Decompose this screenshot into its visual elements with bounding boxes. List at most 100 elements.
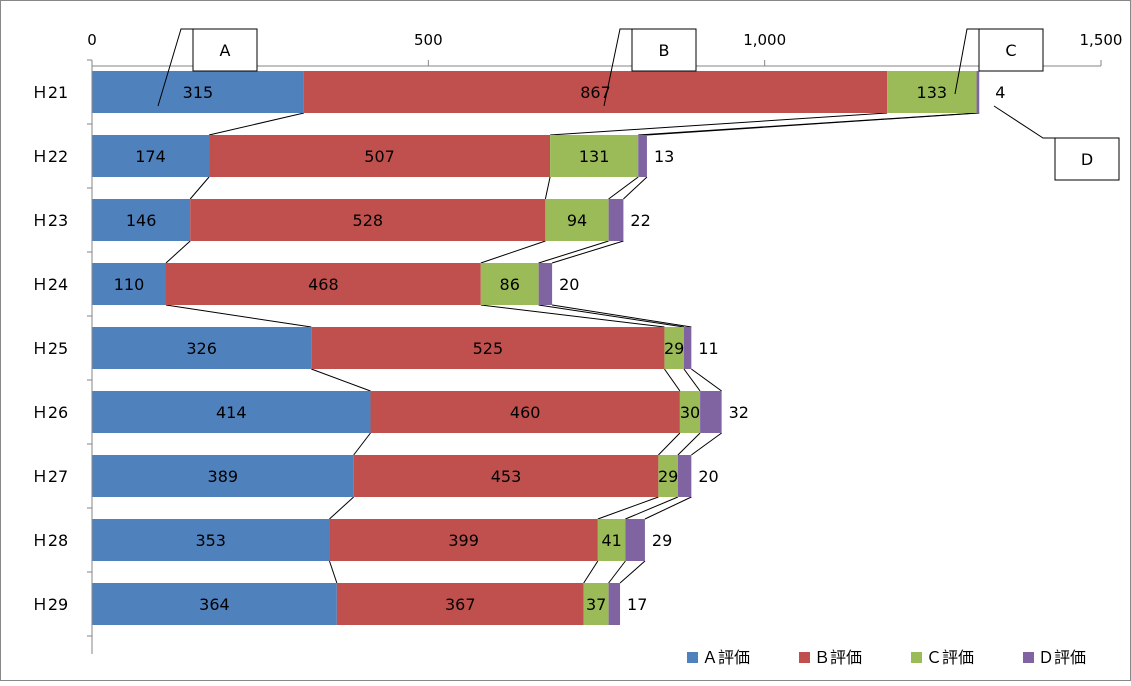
callout-leader-line (157, 28, 193, 107)
legend-label: Ｄ評価 (1038, 648, 1086, 667)
bar-segment (165, 263, 481, 305)
bar-segment (92, 199, 191, 241)
data-label: 30 (680, 403, 700, 422)
series-line (480, 240, 546, 264)
callout-leader-line (993, 105, 1055, 139)
callout-label: D (1081, 150, 1093, 169)
data-label: 468 (308, 275, 339, 294)
data-label: 453 (491, 467, 522, 486)
category-label: Ｈ22 (32, 147, 68, 166)
legend-swatch (911, 652, 922, 663)
callout-label: A (220, 41, 231, 60)
bar-segment (597, 519, 626, 561)
data-label: 389 (208, 467, 239, 486)
x-tick-label: 0 (87, 31, 97, 49)
x-tick-label: 1,500 (1080, 31, 1123, 49)
data-label: 13 (654, 147, 674, 166)
bar-segment (679, 391, 701, 433)
data-label: 326 (186, 339, 217, 358)
data-label: 367 (445, 595, 476, 614)
bar-segment (608, 199, 624, 241)
series-line (480, 304, 665, 328)
series-line (550, 112, 888, 136)
bar-segment (311, 327, 665, 369)
bar-segment (92, 327, 312, 369)
bar-segment (683, 327, 692, 369)
bar-segment (209, 135, 551, 177)
series-line (353, 432, 371, 456)
bar-segment (92, 455, 354, 497)
bar-segment (92, 71, 304, 113)
bar-segment (677, 455, 692, 497)
series-line (597, 496, 659, 520)
bar-segment (353, 455, 659, 497)
legend: Ａ評価 Ｂ評価 Ｃ評価 Ｄ評価 (687, 648, 1086, 667)
data-label: 131 (579, 147, 610, 166)
axes-layer: 0 500 1,000 1,500 Ｈ21 Ｈ22 Ｈ23 Ｈ24 Ｈ25 Ｈ26 Ｈ27 Ｈ28 Ｈ2… (32, 31, 1123, 654)
data-label: 867 (580, 83, 611, 102)
bars-layer (92, 71, 980, 625)
series-line (608, 560, 626, 584)
data-label: 11 (698, 339, 718, 358)
category-label: Ｈ26 (32, 403, 68, 422)
series-line (189, 176, 210, 200)
category-label: Ｈ27 (32, 467, 68, 486)
legend-label: Ａ評価 (702, 648, 750, 667)
data-label: 364 (199, 595, 230, 614)
category-label: Ｈ23 (32, 211, 68, 230)
callout-label: B (659, 41, 670, 60)
data-label: 528 (353, 211, 384, 230)
data-label: 460 (510, 403, 541, 422)
bar-segment (329, 519, 598, 561)
bar-segment (887, 71, 977, 113)
series-line (608, 176, 639, 200)
legend-label: Ｂ評価 (814, 648, 862, 667)
bar-segment (480, 263, 539, 305)
bar-segment (608, 583, 621, 625)
series-line (644, 496, 692, 520)
series-line (658, 432, 681, 456)
series-line (544, 176, 551, 200)
series-line (677, 432, 701, 456)
category-label: Ｈ25 (32, 339, 68, 358)
series-line (311, 368, 371, 392)
category-label: Ｈ28 (32, 531, 68, 550)
data-label: 174 (135, 147, 166, 166)
bar-segment (664, 327, 684, 369)
data-label: 110 (114, 275, 145, 294)
series-line (551, 240, 624, 264)
callout-box (631, 28, 697, 72)
data-label: 353 (195, 531, 226, 550)
callouts-layer: A B C D (157, 28, 1120, 181)
callout-box (1054, 137, 1120, 181)
data-label: 414 (216, 403, 247, 422)
data-label: 41 (601, 531, 621, 550)
data-label: 399 (448, 531, 479, 550)
series-line (329, 496, 355, 520)
series-line (623, 176, 648, 200)
series-line (165, 304, 312, 328)
data-label: 20 (698, 467, 718, 486)
bar-segment (92, 135, 210, 177)
data-label: 29 (652, 531, 672, 550)
bar-segment (545, 199, 609, 241)
data-label: 22 (630, 211, 650, 230)
series-lines (165, 112, 980, 584)
bar-segment (190, 199, 546, 241)
legend-swatch (1023, 652, 1034, 663)
data-label: 17 (627, 595, 647, 614)
bar-segment (658, 455, 678, 497)
bar-segment (638, 135, 647, 177)
series-line (583, 560, 599, 584)
legend-label: Ｃ評価 (926, 648, 974, 667)
bar-segment (538, 263, 553, 305)
callout-box (192, 28, 258, 72)
bar-segment (370, 391, 680, 433)
data-label: 94 (567, 211, 587, 230)
series-line (538, 304, 685, 328)
bar-segment (700, 391, 722, 433)
data-label: 86 (500, 275, 520, 294)
data-label: 525 (473, 339, 504, 358)
